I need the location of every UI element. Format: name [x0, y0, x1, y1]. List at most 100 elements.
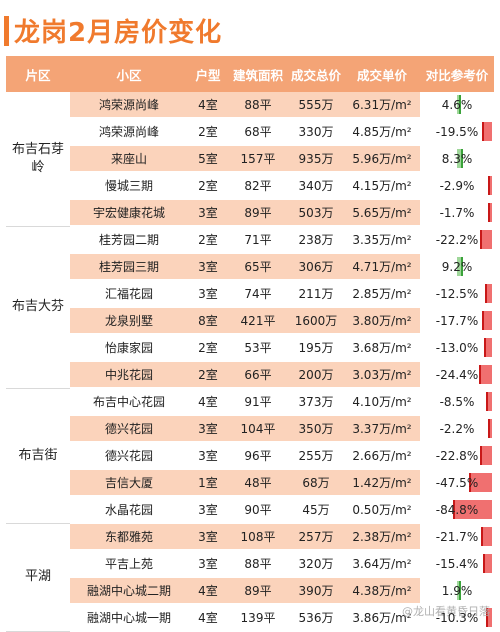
rooms-cell: 2室 — [188, 361, 228, 389]
col-header-rooms: 户型 — [188, 56, 228, 92]
table-row: 布吉大芬 桂芳园二期 2室 71平 238万 3.35万/m² -22.2% — [6, 226, 494, 389]
reference-ratio-cell: -2.2% — [420, 415, 494, 443]
table-row: 汇福花园 3室 74平 211万 2.85万/m² -12.5% — [6, 280, 494, 308]
rooms-cell: 4室 — [188, 577, 228, 605]
rooms-cell: 2室 — [188, 118, 228, 146]
total-price-cell: 68万 — [288, 469, 344, 497]
rooms-cell: 3室 — [188, 550, 228, 578]
district-cell: 布吉石芽岭 — [6, 92, 70, 227]
unit-price-cell: 3.03万/m² — [344, 361, 420, 389]
reference-ratio-cell: -84.8% — [420, 496, 494, 524]
watermark: @龙山看黄昏日落 — [402, 605, 490, 618]
total-price-cell: 306万 — [288, 253, 344, 281]
reference-ratio-value: 8.3% — [441, 151, 473, 166]
community-cell: 融湖中心城一期 — [70, 604, 188, 632]
col-header-district: 片区 — [6, 56, 70, 92]
reference-ratio-value: -22.8% — [435, 448, 479, 463]
table-row: 桂芳园三期 3室 65平 306万 4.71万/m² 9.2% — [6, 253, 494, 281]
community-cell: 桂芳园二期 — [70, 226, 188, 254]
reference-ratio-value: 9.2% — [441, 259, 473, 274]
community-cell: 怡康家园 — [70, 334, 188, 362]
area-cell: 88平 — [228, 92, 288, 119]
ratio-bar-negative — [483, 554, 492, 573]
total-price-cell: 211万 — [288, 280, 344, 308]
ratio-bar-negative — [486, 392, 492, 411]
unit-price-cell: 3.35万/m² — [344, 226, 420, 254]
table-row: 布吉街 布吉中心花园 4室 91平 373万 4.10万/m² -8.5% — [6, 388, 494, 524]
total-price-cell: 555万 — [288, 92, 344, 119]
unit-price-cell: 3.68万/m² — [344, 334, 420, 362]
reference-ratio-cell: -2.9% — [420, 172, 494, 200]
community-cell: 来座山 — [70, 145, 188, 173]
community-cell: 慢城三期 — [70, 172, 188, 200]
reference-ratio-cell: -13.0% — [420, 334, 494, 362]
reference-ratio-value: -17.7% — [435, 313, 479, 328]
unit-price-cell: 4.38万/m² — [344, 577, 420, 605]
table-row: 吉信大厦 1室 48平 68万 1.42万/m² -47.5% — [6, 469, 494, 497]
col-header-reference-ratio: 对比参考价 — [420, 56, 494, 92]
district-cell: 布吉大芬 — [6, 226, 70, 389]
unit-price-cell: 3.80万/m² — [344, 307, 420, 335]
total-price-cell: 195万 — [288, 334, 344, 362]
community-cell: 鸿荣源尚峰 — [70, 118, 188, 146]
community-cell: 德兴花园 — [70, 415, 188, 443]
area-cell: 89平 — [228, 199, 288, 227]
table-row: 平吉上苑 3室 88平 320万 3.64万/m² -15.4% — [6, 550, 494, 578]
rooms-cell: 3室 — [188, 253, 228, 281]
title-area: 龙岗2月房价变化 — [0, 0, 500, 56]
total-price-cell: 390万 — [288, 577, 344, 605]
reference-ratio-value: -24.4% — [435, 367, 479, 382]
price-table: 片区 小区 户型 建筑面积 成交总价 成交单价 对比参考价 布吉石芽岭 鸿荣源尚峰… — [6, 56, 494, 632]
table-row: 龙泉别墅 8室 421平 1600万 3.80万/m² -17.7% — [6, 307, 494, 335]
unit-price-cell: 4.85万/m² — [344, 118, 420, 146]
total-price-cell: 320万 — [288, 550, 344, 578]
ratio-bar-positive — [457, 149, 463, 168]
reference-ratio-value: -47.5% — [435, 475, 479, 490]
total-price-cell: 350万 — [288, 415, 344, 443]
community-cell: 汇福花园 — [70, 280, 188, 308]
table-row: 德兴花园 3室 96平 255万 2.66万/m² -22.8% — [6, 442, 494, 470]
reference-ratio-cell: -15.4% — [420, 550, 494, 578]
unit-price-cell: 6.31万/m² — [344, 92, 420, 119]
area-cell: 91平 — [228, 388, 288, 416]
rooms-cell: 3室 — [188, 199, 228, 227]
rooms-cell: 3室 — [188, 496, 228, 524]
total-price-cell: 257万 — [288, 523, 344, 551]
total-price-cell: 238万 — [288, 226, 344, 254]
reference-ratio-value: -22.2% — [435, 232, 479, 247]
community-cell: 中兆花园 — [70, 361, 188, 389]
district-cell: 平湖 — [6, 523, 70, 632]
community-cell: 水晶花园 — [70, 496, 188, 524]
reference-ratio-value: -8.5% — [439, 394, 475, 409]
reference-ratio-value: -13.0% — [435, 340, 479, 355]
area-cell: 139平 — [228, 604, 288, 632]
area-cell: 90平 — [228, 496, 288, 524]
ratio-bar-negative — [480, 527, 492, 546]
table-row: 水晶花园 3室 90平 45万 0.50万/m² -84.8% — [6, 496, 494, 524]
area-cell: 157平 — [228, 145, 288, 173]
community-cell: 宇宏健康花城 — [70, 199, 188, 227]
reference-ratio-cell: -24.4% — [420, 361, 494, 389]
reference-ratio-cell: 9.2% — [420, 253, 494, 281]
unit-price-cell: 0.50万/m² — [344, 496, 420, 524]
ratio-bar-negative — [484, 284, 492, 303]
total-price-cell: 536万 — [288, 604, 344, 632]
reference-ratio-cell: -12.5% — [420, 280, 494, 308]
table-header-row: 片区 小区 户型 建筑面积 成交总价 成交单价 对比参考价 — [6, 56, 494, 92]
unit-price-cell: 4.10万/m² — [344, 388, 420, 416]
table-row: 来座山 5室 157平 935万 5.96万/m² 8.3% — [6, 145, 494, 173]
table-row: 中兆花园 2室 66平 200万 3.03万/m² -24.4% — [6, 361, 494, 389]
reference-ratio-cell: 8.3% — [420, 145, 494, 173]
table-row: 融湖中心城二期 4室 89平 390万 4.38万/m² 1.9% — [6, 577, 494, 605]
community-cell: 平吉上苑 — [70, 550, 188, 578]
area-cell: 66平 — [228, 361, 288, 389]
reference-ratio-cell: -47.5% — [420, 469, 494, 497]
community-cell: 鸿荣源尚峰 — [70, 92, 188, 119]
rooms-cell: 3室 — [188, 523, 228, 551]
district-cell: 布吉街 — [6, 388, 70, 524]
total-price-cell: 330万 — [288, 118, 344, 146]
area-cell: 82平 — [228, 172, 288, 200]
unit-price-cell: 3.64万/m² — [344, 550, 420, 578]
ratio-bar-negative — [479, 365, 492, 384]
community-cell: 德兴花园 — [70, 442, 188, 470]
